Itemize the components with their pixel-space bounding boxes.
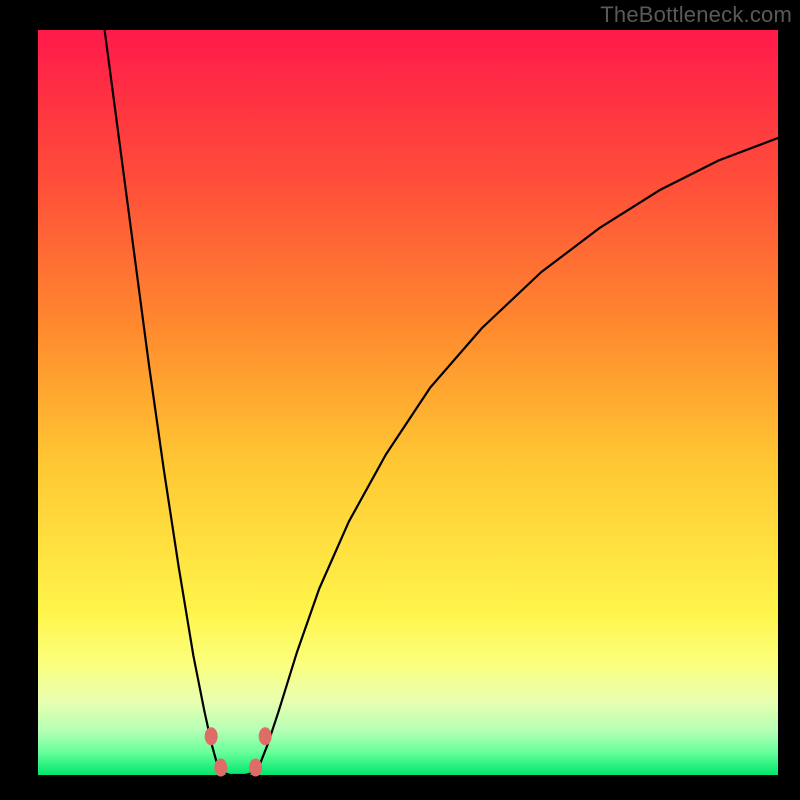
- curve-svg: [38, 30, 778, 775]
- bottleneck-curve: [105, 30, 778, 775]
- stage: TheBottleneck.com: [0, 0, 800, 800]
- curve-marker: [214, 759, 227, 777]
- plot-area: [38, 30, 778, 775]
- curve-marker: [249, 759, 262, 777]
- curve-marker: [259, 727, 272, 745]
- curve-marker: [205, 727, 218, 745]
- watermark-text: TheBottleneck.com: [600, 2, 792, 28]
